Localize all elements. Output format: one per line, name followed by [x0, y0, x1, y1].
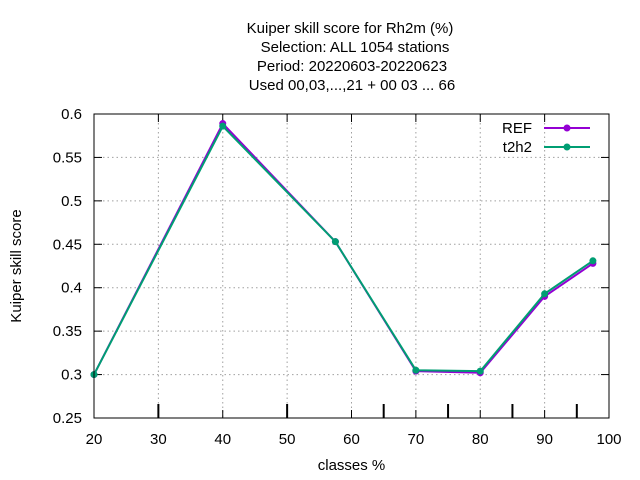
title-line-3: Period: 20220603-20220623: [257, 58, 447, 75]
x-tick-label: 60: [343, 431, 360, 448]
y-tick-label: 0.35: [53, 323, 82, 340]
axis-ticks: [93, 113, 610, 419]
legend-label-t2h2: t2h2: [503, 139, 532, 156]
legend-marker-t2h2: [563, 143, 571, 151]
y-tick-label: 0.25: [53, 410, 82, 427]
x-tick-label: 20: [86, 431, 103, 448]
x-tick-label: 70: [408, 431, 425, 448]
series-line-REF: [93, 121, 594, 376]
data-point-t2h2: [331, 238, 339, 246]
chart-title: Kuiper skill score for Rh2m (%) Selectio…: [247, 20, 456, 94]
title-line-4: Used 00,03,...,21 + 00 03 ... 66: [249, 77, 455, 94]
tick-labels: 20 30 40 50 60 70 80 90 100 0.25 0.3 0.35 0.4 0.45 0.5…: [53, 106, 622, 448]
y-tick-label: 0.3: [61, 367, 82, 384]
y-tick-label: 0.6: [61, 106, 82, 123]
y-axis-label: Kuiper skill score: [8, 209, 25, 322]
data-point-t2h2: [476, 367, 484, 375]
legend-marker-REF: [563, 124, 571, 132]
x-tick-label: 50: [279, 431, 296, 448]
x-tick-label: 90: [536, 431, 553, 448]
y-tick-label: 0.45: [53, 236, 82, 253]
series-layer: [90, 120, 597, 379]
x-tick-label: 40: [214, 431, 231, 448]
legend-label-REF: REF: [502, 120, 532, 137]
x-tick-label: 100: [596, 431, 621, 448]
title-line-1: Kuiper skill score for Rh2m (%): [247, 20, 454, 37]
title-line-2: Selection: ALL 1054 stations: [261, 39, 450, 56]
x-tick-label: 80: [472, 431, 489, 448]
data-point-t2h2: [541, 290, 549, 298]
x-axis-label: classes %: [318, 457, 386, 474]
data-point-t2h2: [589, 257, 597, 265]
y-tick-label: 0.55: [53, 149, 82, 166]
data-point-t2h2: [219, 122, 227, 130]
y-tick-label: 0.5: [61, 193, 82, 210]
series-line-t2h2: [93, 124, 594, 376]
data-point-t2h2: [412, 366, 420, 374]
legend: REF t2h2: [502, 120, 590, 156]
y-tick-label: 0.4: [61, 280, 82, 297]
plot-frame: [93, 113, 610, 419]
x-tick-label: 30: [150, 431, 167, 448]
